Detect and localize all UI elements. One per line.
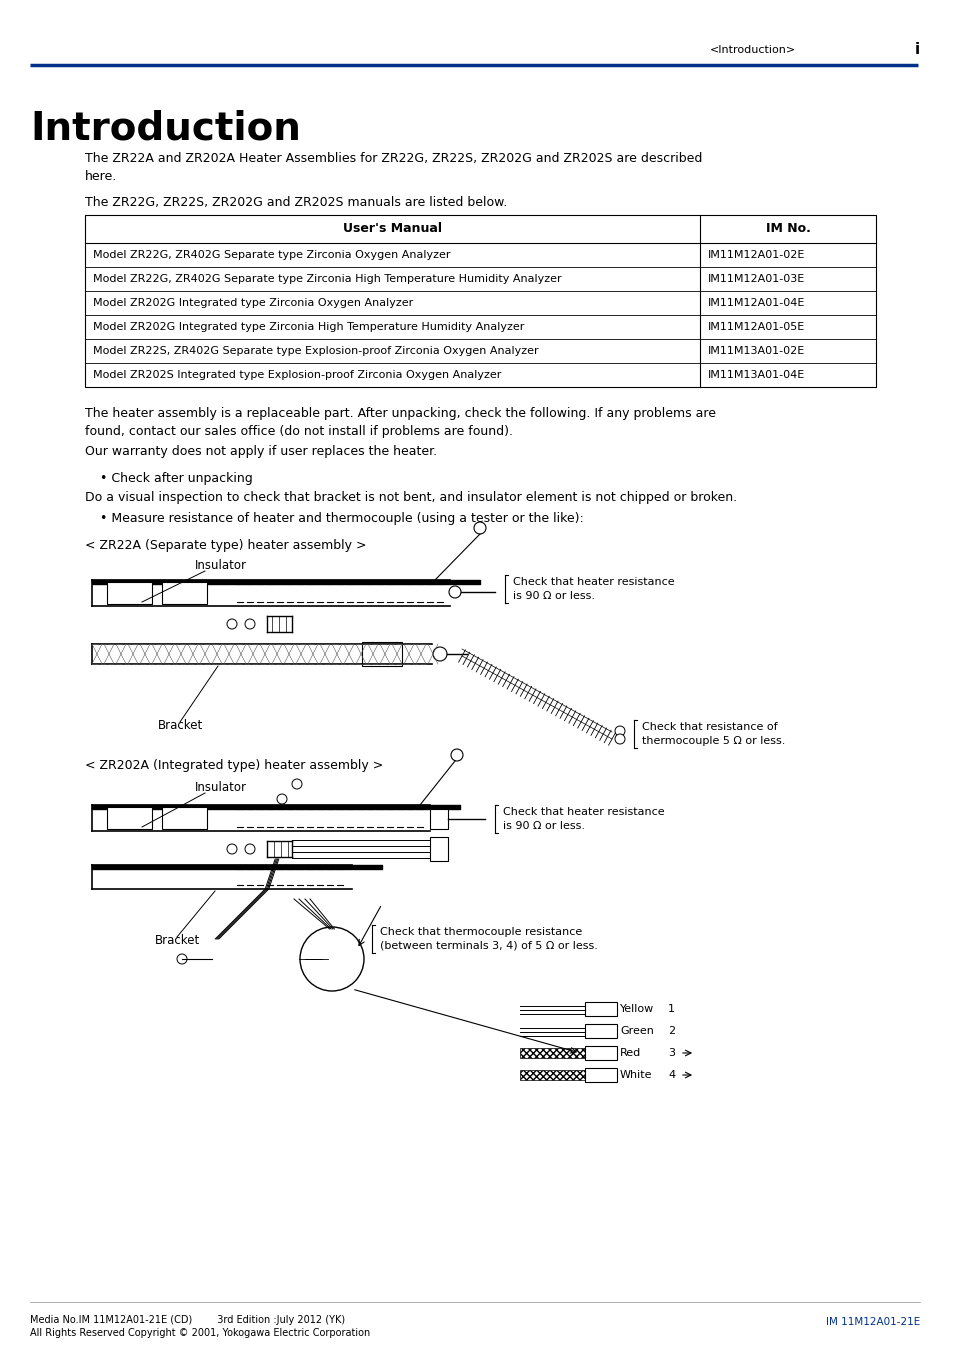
Text: < ZR202A (Integrated type) heater assembly >: < ZR202A (Integrated type) heater assemb…	[85, 759, 383, 772]
Bar	[584, 1068, 617, 1081]
Text: Bracket: Bracket	[154, 934, 200, 946]
Bar	[85, 215, 875, 387]
Text: 2: 2	[667, 1026, 675, 1035]
Text: Bracket: Bracket	[158, 720, 203, 732]
Text: 3: 3	[667, 1048, 675, 1058]
Text: <Introduction>: <Introduction>	[709, 45, 796, 55]
Text: 4: 4	[667, 1071, 675, 1080]
Circle shape	[299, 927, 364, 991]
Circle shape	[227, 844, 236, 855]
Text: Check that heater resistance
is 90 Ω or less.: Check that heater resistance is 90 Ω or …	[502, 807, 664, 832]
Text: The heater assembly is a replaceable part. After unpacking, check the following.: The heater assembly is a replaceable par…	[85, 406, 716, 439]
Text: Check that thermocouple resistance
(between terminals 3, 4) of 5 Ω or less.: Check that thermocouple resistance (betw…	[379, 927, 598, 950]
Circle shape	[292, 779, 302, 788]
Bar	[584, 1046, 617, 1060]
Text: IM11M13A01-02E: IM11M13A01-02E	[707, 346, 804, 356]
Bar	[162, 807, 207, 829]
Text: IM11M12A01-05E: IM11M12A01-05E	[707, 323, 804, 332]
Bar	[162, 582, 207, 603]
Circle shape	[615, 726, 624, 736]
Bar	[519, 1071, 584, 1080]
Text: • Measure resistance of heater and thermocouple (using a tester or the like):: • Measure resistance of heater and therm…	[100, 512, 583, 525]
Text: Insulator: Insulator	[194, 559, 247, 572]
Circle shape	[433, 647, 447, 662]
Text: Red: Red	[619, 1048, 640, 1058]
Text: Introduction: Introduction	[30, 109, 300, 148]
Bar	[361, 643, 401, 666]
Text: Do a visual inspection to check that bracket is not bent, and insulator element : Do a visual inspection to check that bra…	[85, 491, 737, 504]
Circle shape	[177, 954, 187, 964]
Text: Model ZR202G Integrated type Zirconia High Temperature Humidity Analyzer: Model ZR202G Integrated type Zirconia Hi…	[92, 323, 524, 332]
Circle shape	[227, 620, 236, 629]
Circle shape	[449, 586, 460, 598]
Text: < ZR22A (Separate type) heater assembly >: < ZR22A (Separate type) heater assembly …	[85, 539, 366, 552]
Bar	[430, 809, 448, 829]
Text: Check that resistance of
thermocouple 5 Ω or less.: Check that resistance of thermocouple 5 …	[641, 722, 784, 747]
Text: IM11M12A01-04E: IM11M12A01-04E	[707, 298, 804, 308]
Text: Our warranty does not apply if user replaces the heater.: Our warranty does not apply if user repl…	[85, 446, 436, 458]
Text: Model ZR202S Integrated type Explosion-proof Zirconia Oxygen Analyzer: Model ZR202S Integrated type Explosion-p…	[92, 370, 501, 379]
Text: Yellow: Yellow	[619, 1004, 654, 1014]
Text: Insulator: Insulator	[194, 782, 247, 794]
Bar	[584, 1002, 617, 1017]
Text: Model ZR202G Integrated type Zirconia Oxygen Analyzer: Model ZR202G Integrated type Zirconia Ox…	[92, 298, 413, 308]
Text: White: White	[619, 1071, 652, 1080]
Text: IM No.: IM No.	[764, 223, 810, 235]
Bar	[107, 582, 152, 603]
Circle shape	[276, 794, 287, 805]
Text: Media No.IM 11M12A01-21E (CD)        3rd Edition :July 2012 (YK): Media No.IM 11M12A01-21E (CD) 3rd Editio…	[30, 1315, 345, 1324]
Text: IM11M12A01-02E: IM11M12A01-02E	[707, 250, 804, 261]
Bar	[584, 1025, 617, 1038]
Bar	[430, 837, 448, 861]
Circle shape	[245, 844, 254, 855]
Text: i: i	[914, 42, 919, 58]
Text: Model ZR22S, ZR402G Separate type Explosion-proof Zirconia Oxygen Analyzer: Model ZR22S, ZR402G Separate type Explos…	[92, 346, 538, 356]
Text: The ZR22A and ZR202A Heater Assemblies for ZR22G, ZR22S, ZR202G and ZR202S are d: The ZR22A and ZR202A Heater Assemblies f…	[85, 153, 701, 184]
Text: • Check after unpacking: • Check after unpacking	[100, 472, 253, 485]
Text: Check that heater resistance
is 90 Ω or less.: Check that heater resistance is 90 Ω or …	[513, 576, 674, 601]
Circle shape	[474, 522, 485, 535]
Text: IM 11M12A01-21E: IM 11M12A01-21E	[825, 1318, 919, 1327]
Text: Model ZR22G, ZR402G Separate type Zirconia Oxygen Analyzer: Model ZR22G, ZR402G Separate type Zircon…	[92, 250, 450, 261]
Text: IM11M12A01-03E: IM11M12A01-03E	[707, 274, 804, 284]
Text: The ZR22G, ZR22S, ZR202G and ZR202S manuals are listed below.: The ZR22G, ZR22S, ZR202G and ZR202S manu…	[85, 196, 507, 209]
Text: Model ZR22G, ZR402G Separate type Zirconia High Temperature Humidity Analyzer: Model ZR22G, ZR402G Separate type Zircon…	[92, 274, 561, 284]
Circle shape	[245, 620, 254, 629]
Text: All Rights Reserved Copyright © 2001, Yokogawa Electric Corporation: All Rights Reserved Copyright © 2001, Yo…	[30, 1328, 370, 1338]
Text: IM11M13A01-04E: IM11M13A01-04E	[707, 370, 804, 379]
Bar	[519, 1048, 584, 1058]
Text: User's Manual: User's Manual	[343, 223, 441, 235]
Bar	[107, 807, 152, 829]
Circle shape	[451, 749, 462, 761]
Text: 1: 1	[667, 1004, 675, 1014]
Circle shape	[615, 734, 624, 744]
Text: Green: Green	[619, 1026, 653, 1035]
